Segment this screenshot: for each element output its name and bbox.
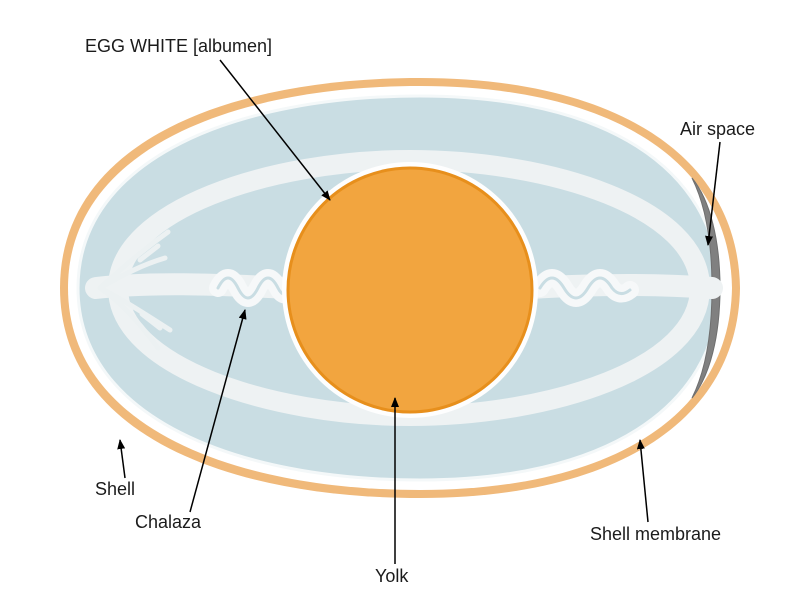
yolk [288,168,532,412]
egg-anatomy-diagram: EGG WHITE [albumen] Air space Shell Chal… [0,0,800,600]
label-egg-white: EGG WHITE [albumen] [85,36,272,56]
label-chalaza: Chalaza [135,512,202,532]
arrow-shell-membrane [640,440,648,522]
label-air-space: Air space [680,119,755,139]
arrow-shell [120,440,125,478]
label-yolk: Yolk [375,566,409,586]
label-shell: Shell [95,479,135,499]
label-shell-membrane: Shell membrane [590,524,721,544]
